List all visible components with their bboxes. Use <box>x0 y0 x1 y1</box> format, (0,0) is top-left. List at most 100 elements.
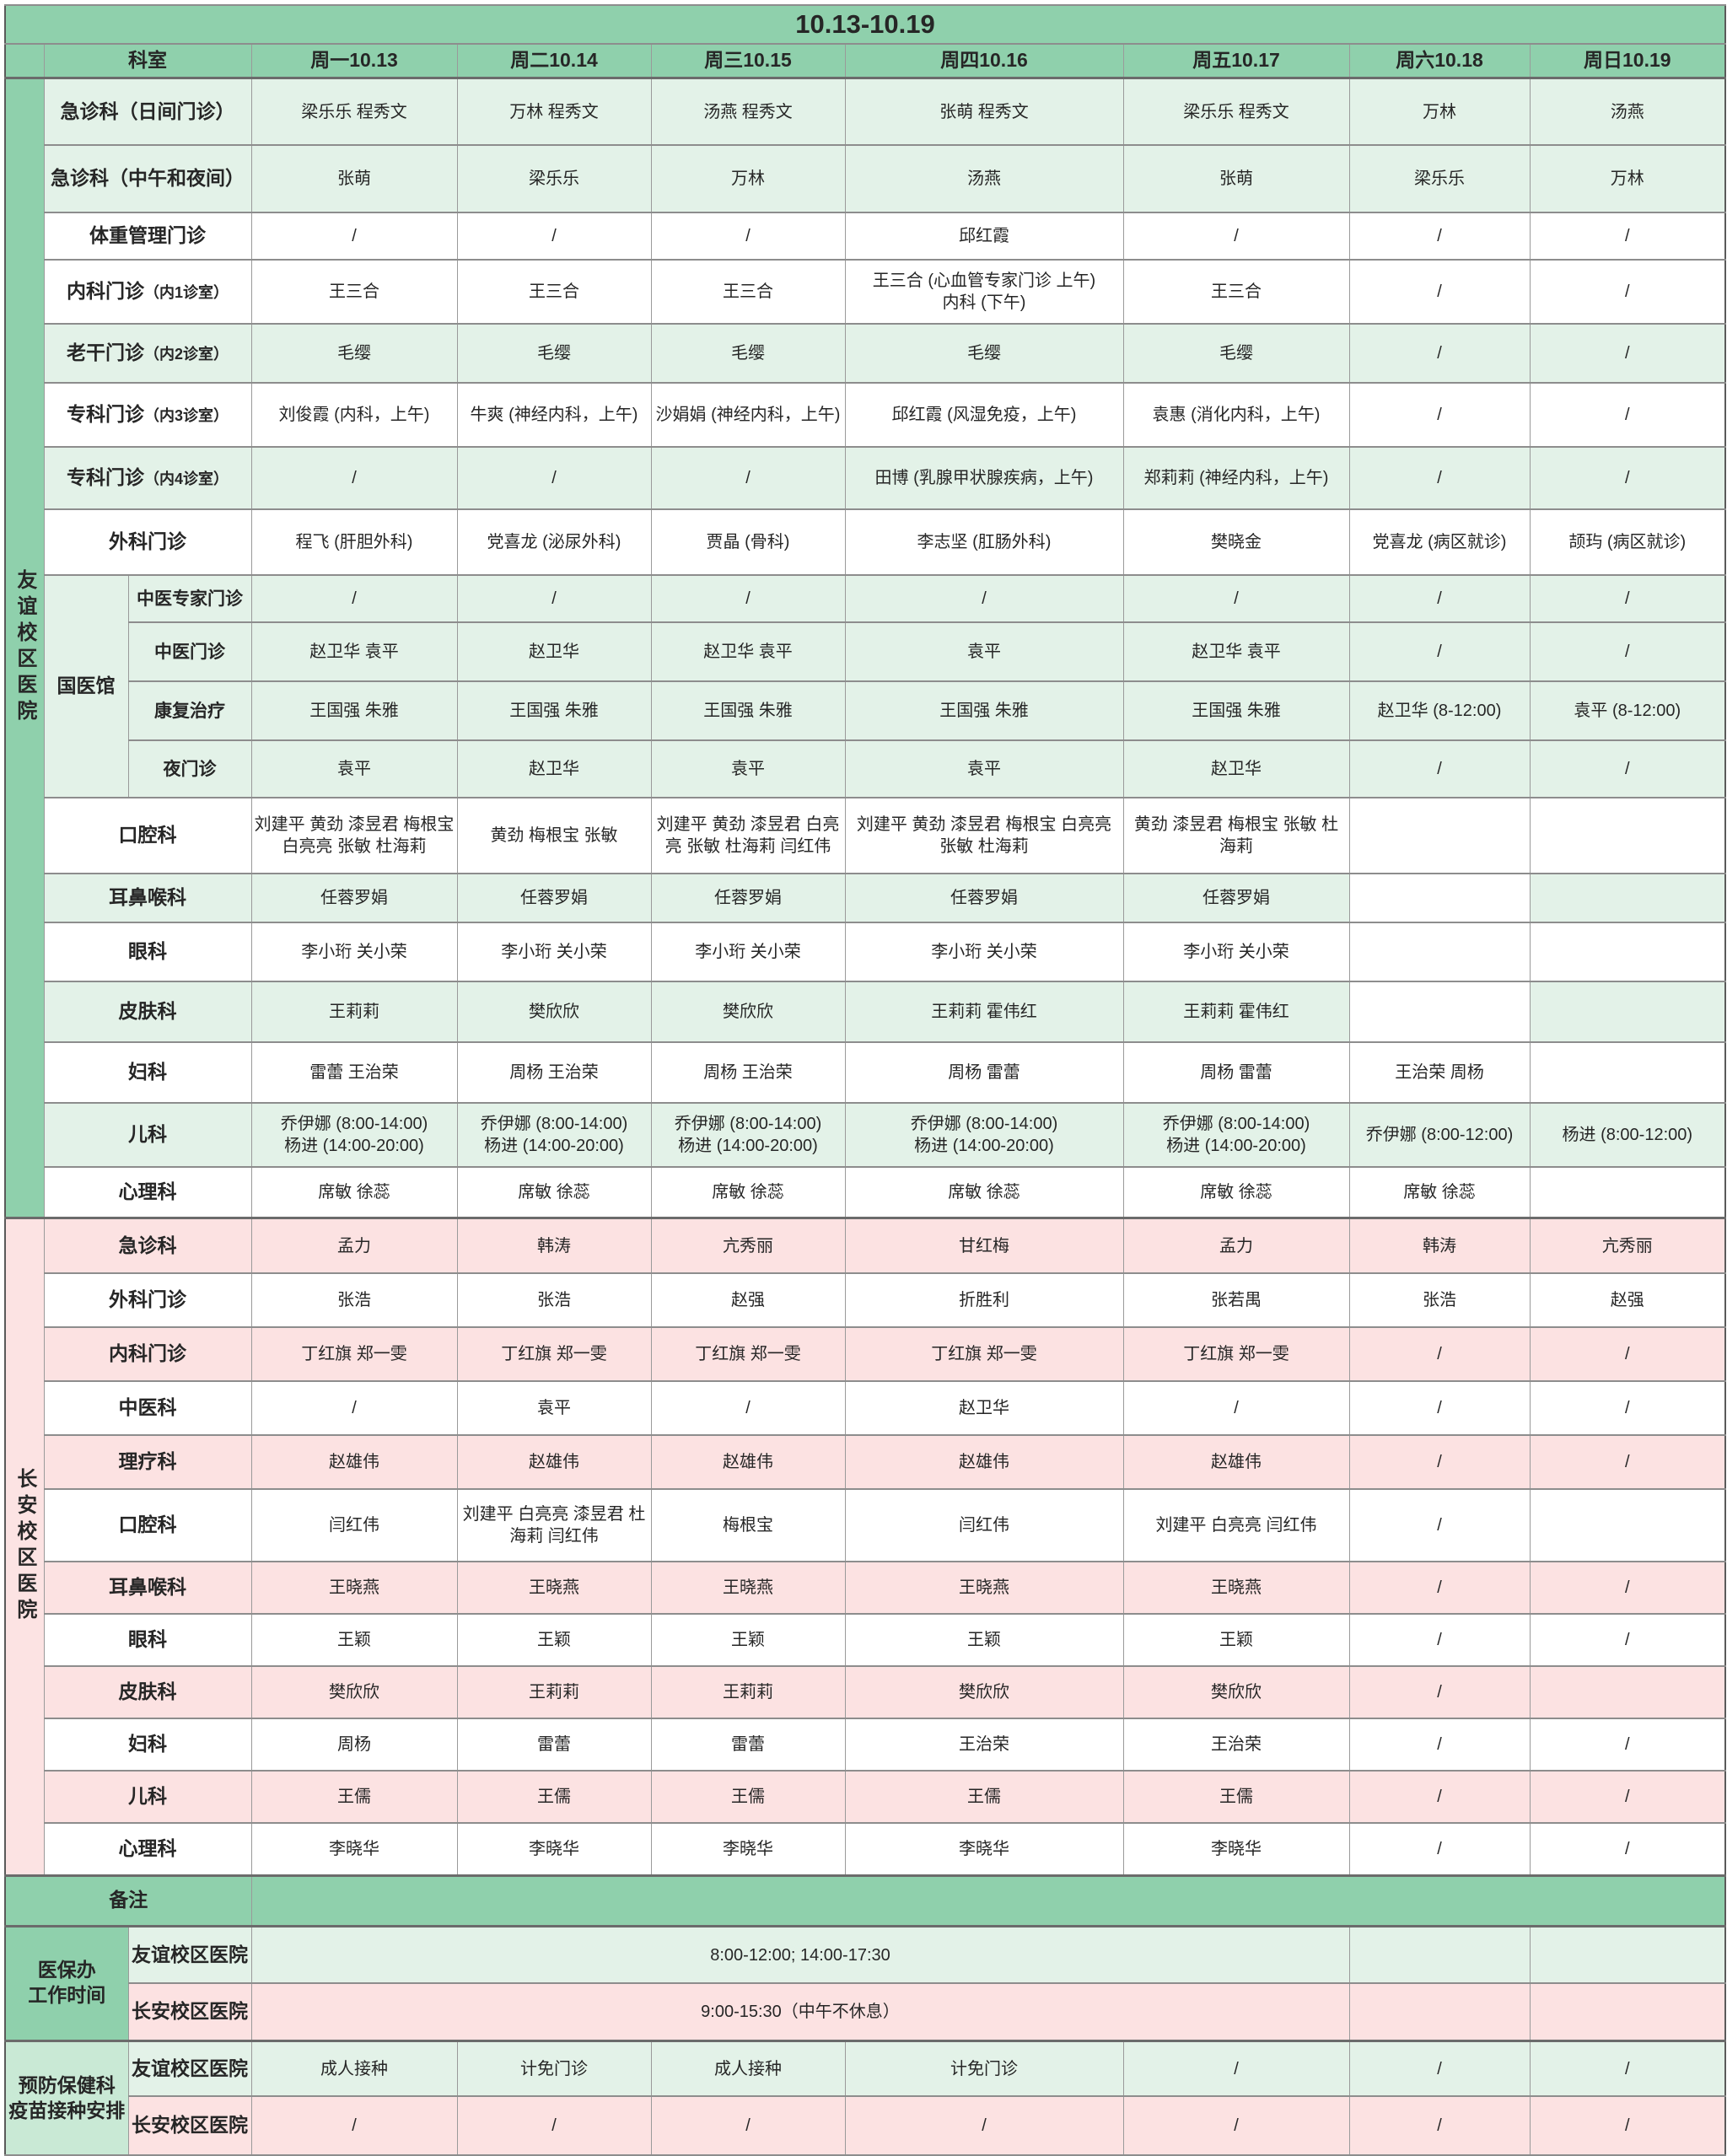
schedule-cell: 邱红霞 (风湿免疫，上午) <box>844 382 1124 449</box>
schedule-cell: 刘建平 白亮亮 闫红伟 <box>1122 1488 1350 1563</box>
dept-label-text: 体重管理门诊 <box>89 224 206 247</box>
schedule-cell: 袁平 <box>844 739 1124 799</box>
schedule-cell: 樊欣欣 <box>456 981 652 1044</box>
schedule-cell: / <box>1529 1718 1726 1772</box>
schedule-cell: 李志坚 (肛肠外科) <box>844 508 1124 577</box>
dept-label: 儿科 <box>43 1770 252 1825</box>
schedule-cell: 李晓华 <box>844 1822 1124 1877</box>
schedule-cell: 乔伊娜 (8:00-12:00) <box>1348 1102 1531 1169</box>
schedule-cell: 任蓉罗娟 <box>250 873 458 924</box>
day-header-wed: 周三10.15 <box>650 43 846 79</box>
schedule-cell: 雷蕾 <box>650 1718 846 1772</box>
schedule-cell: / <box>1122 1380 1350 1437</box>
dept-label-text: 内科门诊 <box>109 1342 186 1365</box>
dept-label: 内科门诊 <box>43 1326 252 1383</box>
group-label: 国医馆 <box>43 574 129 799</box>
campus-strip: 友谊校区医院 <box>4 76 45 1219</box>
schedule-cell: 王颖 <box>456 1613 652 1668</box>
schedule-cell: 袁平 <box>456 1380 652 1437</box>
schedule-cell: 周杨 雷蕾 <box>1122 1041 1350 1105</box>
schedule-cell: 王治荣 周杨 <box>1348 1041 1531 1105</box>
dept-label: 皮肤科 <box>43 1665 252 1720</box>
dept-label: 心理科 <box>43 1166 252 1219</box>
schedule-cell: / <box>1348 2039 1531 2098</box>
schedule-cell: 孟力 <box>250 1216 458 1275</box>
schedule-cell: 汤燕 <box>844 144 1124 214</box>
schedule-body: 友谊校区医院 急诊科（日间门诊） 梁乐乐 程秀文 万林 程秀文 汤燕 程秀文 张萌 程秀文… <box>4 76 1726 2156</box>
schedule-cell: 张若禺 <box>1122 1272 1350 1329</box>
schedule-cell: 丁红旗 郑一雯 <box>456 1326 652 1383</box>
schedule-cell <box>1348 1924 1531 1985</box>
schedule-cell: / <box>1529 1561 1726 1616</box>
schedule-cell: 亢秀丽 <box>650 1216 846 1275</box>
schedule-cell: / <box>1348 1326 1531 1383</box>
schedule-cell: / <box>650 212 846 261</box>
schedule-cell: / <box>1348 1613 1531 1668</box>
schedule-cell <box>1529 1665 1726 1720</box>
schedule-cell: 万林 <box>1529 144 1726 214</box>
schedule-cell: 周杨 雷蕾 <box>844 1041 1124 1105</box>
schedule-cell <box>1529 1924 1726 1985</box>
schedule-cell: / <box>1348 1561 1531 1616</box>
schedule-cell: 党喜龙 (病区就诊) <box>1348 508 1531 577</box>
campus-strip: 长安校区医院 <box>4 1216 45 1877</box>
dept-header: 科室 <box>43 43 252 79</box>
schedule-cell: 王晓燕 <box>456 1561 652 1616</box>
page-title: 10.13-10.19 <box>4 3 1726 46</box>
schedule-cell: 李晓华 <box>250 1822 458 1877</box>
schedule-cell <box>1529 1166 1726 1219</box>
footer-sublabel: 长安校区医院 <box>127 1982 252 2042</box>
schedule-cell <box>1348 797 1531 875</box>
schedule-cell: 毛缨 <box>844 323 1124 384</box>
schedule-cell: / <box>1529 2095 1726 2156</box>
day-header-mon: 周一10.13 <box>250 43 458 79</box>
title-row: 10.13-10.19 <box>4 3 1726 46</box>
dept-label-text: 耳鼻喉科 <box>109 886 186 909</box>
dept-label: 中医科 <box>43 1380 252 1437</box>
schedule-cell: 王晓燕 <box>650 1561 846 1616</box>
schedule-cell: 王三合 <box>456 259 652 325</box>
dept-label: 外科门诊 <box>43 508 252 577</box>
schedule-cell: 万林 程秀文 <box>456 76 652 147</box>
schedule-cell: 李小珩 关小荣 <box>1122 922 1350 983</box>
schedule-cell: 樊欣欣 <box>1122 1665 1350 1720</box>
schedule-cell: / <box>650 1380 846 1437</box>
schedule-cell: 刘建平 白亮亮 漆昱君 杜海莉 闫红伟 <box>456 1488 652 1563</box>
schedule-cell: 王国强 朱雅 <box>650 680 846 742</box>
schedule-cell: 孟力 <box>1122 1216 1350 1275</box>
corner-cell <box>4 43 45 79</box>
schedule-cell: / <box>1122 2039 1350 2098</box>
footer-sublabel: 长安校区医院 <box>127 2095 252 2156</box>
footer-sublabel: 友谊校区医院 <box>127 1924 252 1985</box>
schedule-cell: 王颖 <box>250 1613 458 1668</box>
schedule-cell: 任蓉罗娟 <box>456 873 652 924</box>
schedule-cell: 王儒 <box>1122 1770 1350 1825</box>
schedule-cell: / <box>844 2095 1124 2156</box>
dept-label-text: 外科门诊 <box>109 1288 186 1311</box>
schedule-cell: 乔伊娜 (8:00-14:00) 杨进 (14:00-20:00) <box>456 1102 652 1169</box>
schedule-cell <box>1529 1982 1726 2042</box>
schedule-cell: 王颖 <box>1122 1613 1350 1668</box>
dept-label: 眼科 <box>43 922 252 983</box>
schedule-cell: 王治荣 <box>844 1718 1124 1772</box>
schedule-cell: 李小珩 关小荣 <box>650 922 846 983</box>
schedule-cell: 赵卫华 <box>1122 739 1350 799</box>
schedule-cell: 赵卫华 袁平 <box>650 621 846 683</box>
schedule-cell: 丁红旗 郑一雯 <box>650 1326 846 1383</box>
schedule-cell: 王颖 <box>650 1613 846 1668</box>
dept-label: 急诊科 <box>43 1216 252 1275</box>
schedule-cell: / <box>1348 1434 1531 1491</box>
dept-label-text: 皮肤科 <box>118 1680 177 1703</box>
schedule-cell: 王儒 <box>456 1770 652 1825</box>
day-header-fri: 周五10.17 <box>1122 43 1350 79</box>
schedule-cell <box>1529 797 1726 875</box>
schedule-cell: 万林 <box>650 144 846 214</box>
schedule-cell: 刘建平 黄劲 漆昱君 白亮亮 张敏 杜海莉 闫红伟 <box>650 797 846 875</box>
schedule-cell: 张萌 <box>250 144 458 214</box>
schedule-cell: 毛缨 <box>650 323 846 384</box>
schedule-cell: 雷蕾 <box>456 1718 652 1772</box>
schedule-cell: / <box>1348 1718 1531 1772</box>
schedule-cell: / <box>1122 2095 1350 2156</box>
dept-label-text: 外科门诊 <box>109 530 186 553</box>
schedule-cell: / <box>1348 1770 1531 1825</box>
